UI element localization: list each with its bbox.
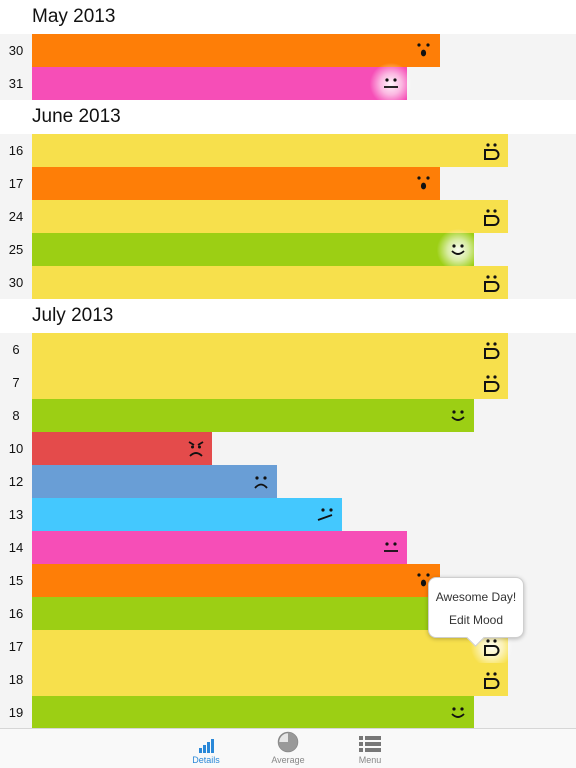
grin-face-icon: [470, 626, 514, 668]
day-label: 18: [8, 672, 24, 687]
day-label: 24: [8, 209, 24, 224]
day-label: 16: [8, 606, 24, 621]
grin-face-icon: [482, 142, 502, 160]
mood-row[interactable]: 24: [0, 200, 576, 233]
mood-bar[interactable]: [32, 167, 440, 200]
mood-bar[interactable]: [32, 229, 480, 271]
mood-row[interactable]: 30: [0, 266, 576, 299]
mood-row[interactable]: 7: [0, 366, 576, 399]
pie-chart-icon: [258, 731, 318, 753]
mood-row[interactable]: 17: [0, 167, 576, 200]
mood-row[interactable]: 25: [0, 229, 576, 271]
day-label: 17: [8, 176, 24, 191]
mood-row[interactable]: 16: [0, 597, 576, 630]
grin-face-icon: [482, 341, 502, 359]
mood-bar[interactable]: [32, 63, 413, 105]
mood-bar[interactable]: [32, 432, 212, 465]
grin-face-icon: [482, 274, 502, 292]
grin-face-icon: [482, 671, 502, 689]
mood-bar[interactable]: [32, 597, 474, 630]
mood-bar[interactable]: [32, 465, 277, 498]
mood-bar[interactable]: [32, 333, 508, 366]
grin-face-icon: [482, 208, 502, 226]
sad-face-icon: [251, 473, 271, 491]
shocked-face-icon: [414, 572, 434, 590]
month-header: May 2013: [0, 0, 576, 34]
mood-row[interactable]: 14: [0, 531, 576, 564]
mood-bar[interactable]: [32, 34, 440, 67]
mood-bar[interactable]: [32, 200, 508, 233]
day-label: 14: [8, 540, 24, 555]
day-label: 15: [8, 573, 24, 588]
mood-row[interactable]: 15: [0, 564, 576, 597]
mood-row[interactable]: 6: [0, 333, 576, 366]
tab-details-label: Details: [192, 755, 220, 765]
mood-list[interactable]: May 2013 30 31 June 2013 16 17 24 25 30 July 2013…: [0, 0, 576, 728]
day-label: 10: [8, 441, 24, 456]
mood-row[interactable]: 12: [0, 465, 576, 498]
day-label: 25: [8, 242, 24, 257]
mood-bar[interactable]: [32, 266, 508, 299]
shocked-face-icon: [414, 175, 434, 193]
mood-bar[interactable]: [32, 134, 508, 167]
mood-row[interactable]: 13: [0, 498, 576, 531]
mood-bar[interactable]: [32, 531, 407, 564]
neutral-face-icon: [369, 63, 413, 105]
day-label: 19: [8, 705, 24, 720]
mood-row[interactable]: 30: [0, 34, 576, 67]
bar-chart-icon: [176, 733, 236, 753]
day-label: 8: [12, 408, 20, 423]
smile-face-icon: [436, 229, 480, 271]
grin-face-icon: [482, 374, 502, 392]
month-header: July 2013: [0, 299, 576, 333]
edit-mood-item[interactable]: Edit Mood: [448, 613, 504, 627]
mood-bar[interactable]: [32, 564, 440, 597]
mood-bar[interactable]: [32, 498, 342, 531]
mood-row[interactable]: 18: [0, 663, 576, 696]
day-label: 12: [8, 474, 24, 489]
mood-row[interactable]: 31: [0, 63, 576, 105]
day-label: 13: [8, 507, 24, 522]
list-icon: [340, 733, 400, 753]
day-label: 7: [12, 375, 20, 390]
day-label: 6: [12, 342, 20, 357]
mood-bar[interactable]: [32, 663, 508, 696]
month-header: June 2013: [0, 100, 576, 134]
mood-bar[interactable]: [32, 366, 508, 399]
day-label: 30: [8, 275, 24, 290]
tab-details[interactable]: Details: [176, 733, 236, 765]
day-label: 31: [8, 76, 24, 91]
tab-average-label: Average: [271, 755, 305, 765]
mood-bar[interactable]: [32, 696, 474, 728]
unsure-face-icon: [316, 506, 336, 524]
day-label: 16: [8, 143, 24, 158]
neutral-face-icon: [381, 539, 401, 557]
mood-popover: Awesome Day! Edit Mood: [428, 577, 524, 638]
angry-face-icon: [186, 440, 206, 458]
shocked-face-icon: [414, 42, 434, 60]
tab-menu-label: Menu: [358, 755, 382, 765]
mood-row[interactable]: 8: [0, 399, 576, 432]
awesome-day-item[interactable]: Awesome Day!: [435, 590, 517, 604]
day-label: 30: [8, 43, 24, 58]
tab-bar: Details Average Menu: [0, 728, 576, 768]
mood-row[interactable]: 10: [0, 432, 576, 465]
mood-row[interactable]: 16: [0, 134, 576, 167]
day-label: 17: [8, 639, 24, 654]
smile-face-icon: [448, 407, 468, 425]
mood-bar[interactable]: [32, 399, 474, 432]
tab-average[interactable]: Average: [258, 731, 318, 765]
tab-menu[interactable]: Menu: [340, 733, 400, 765]
mood-row[interactable]: 19: [0, 696, 576, 728]
smile-face-icon: [448, 704, 468, 722]
